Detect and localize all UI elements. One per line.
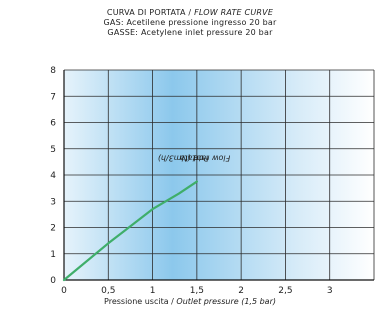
grid-lines <box>64 69 375 280</box>
x-axis-label-sep: / <box>171 297 177 306</box>
x-tick-label: 1 <box>150 286 156 296</box>
x-axis-label-it: Pressione uscita <box>104 297 169 306</box>
y-tick-label: 6 <box>50 119 56 129</box>
chart-title: CURVA DI PORTATA / FLOW RATE CURVE <box>0 8 380 18</box>
axes <box>63 70 374 281</box>
x-tick-label: 2 <box>238 286 244 296</box>
tick-labels: 0 1 2 3 4 5 6 7 8 0 0,5 1 1,5 2 2,5 3 <box>50 66 332 296</box>
y-tick-label: 4 <box>50 171 56 181</box>
series-group <box>62 180 198 282</box>
x-axis-label: Pressione uscita / Outlet pressure (1,5 … <box>0 297 380 306</box>
y-tick-label: 0 <box>50 276 56 286</box>
y-tick-label: 7 <box>50 92 56 102</box>
x-axis-label-en: Outlet pressure (1,5 bar) <box>176 297 276 306</box>
chart-subtitle-it: GAS: Acetilene pressione ingresso 20 bar <box>103 18 277 27</box>
y-tick-label: 5 <box>50 145 56 155</box>
x-tick-label: 3 <box>327 286 333 296</box>
y-tick-label: 3 <box>50 197 56 207</box>
chart-subtitle-en: GASSE: Acetylene inlet pressure 20 bar <box>107 28 273 37</box>
x-tick-label: 2,5 <box>278 286 292 296</box>
x-tick-label: 0 <box>61 286 67 296</box>
y-tick-label: 8 <box>50 66 56 76</box>
chart-title-en: FLOW RATE CURVE <box>194 8 274 17</box>
y-axis-label-en: Flow rate (Nm3/h) <box>157 153 231 163</box>
chart-title-it: CURVA DI PORTATA <box>106 8 186 17</box>
chart-title-block: CURVA DI PORTATA / FLOW RATE CURVE GAS: … <box>0 8 380 38</box>
series-line <box>62 180 198 282</box>
y-tick-label: 2 <box>50 224 56 234</box>
x-tick-label: 0,5 <box>101 286 115 296</box>
x-tick-label: 1,5 <box>190 286 204 296</box>
title-separator: / <box>188 8 195 17</box>
y-tick-label: 1 <box>50 250 56 260</box>
